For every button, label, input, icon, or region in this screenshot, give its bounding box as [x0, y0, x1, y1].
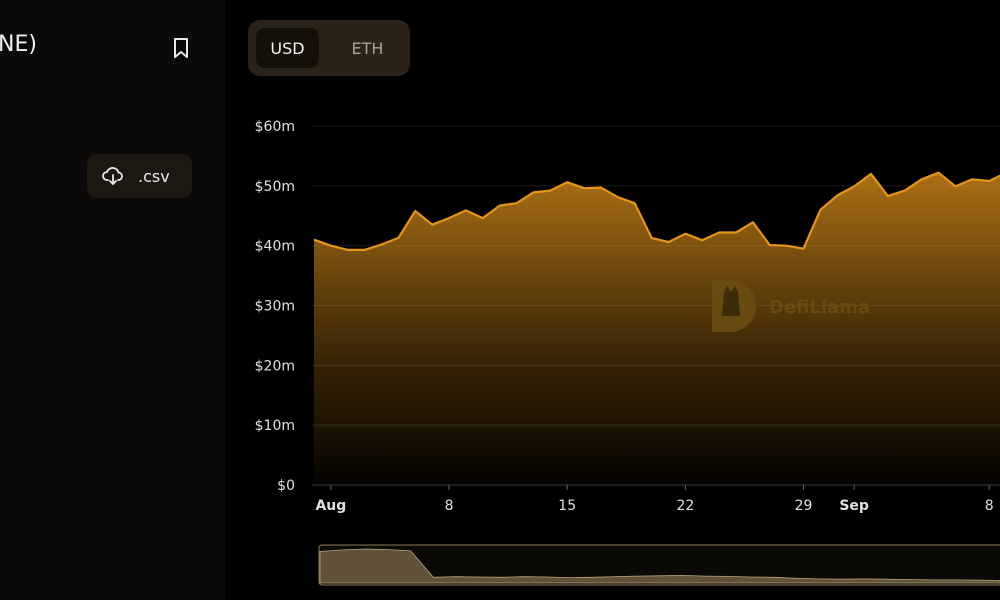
x-tick-label: 8 — [445, 498, 454, 514]
protocol-title: NE) — [0, 32, 37, 57]
x-tick-label: Aug — [315, 498, 346, 514]
left-panel: NE) .csv — [0, 0, 225, 600]
x-tick-label: 8 — [985, 498, 994, 514]
cloud-download-icon — [102, 165, 124, 187]
eth-option[interactable]: ETH — [351, 38, 384, 58]
y-tick-label: $10m — [255, 418, 295, 434]
watermark: DefiLlama — [712, 280, 870, 332]
y-tick-label: $50m — [255, 179, 295, 195]
usd-option[interactable]: USD — [256, 28, 319, 68]
y-tick-label: $60m — [255, 119, 295, 135]
csv-label: .csv — [138, 166, 170, 186]
x-tick-label: Sep — [839, 498, 869, 514]
download-csv-button[interactable]: .csv — [87, 154, 192, 198]
y-tick-label: $0 — [277, 478, 295, 494]
series-line — [313, 171, 1000, 251]
bookmark-icon[interactable] — [170, 36, 192, 60]
series-area — [314, 172, 1000, 485]
y-tick-label: $30m — [255, 299, 295, 315]
x-tick-label: 29 — [795, 498, 813, 514]
y-tick-label: $20m — [255, 358, 295, 374]
defillama-logo — [712, 280, 756, 332]
brush-area — [319, 548, 1000, 584]
x-axis: Aug 8 15 22 29 Sep 8 — [315, 485, 994, 514]
range-brush[interactable] — [318, 544, 1000, 586]
x-tick-label: 22 — [676, 498, 694, 514]
y-axis: $0 $10m $20m $30m $40m $50m $60m — [255, 119, 295, 494]
watermark-text: DefiLlama — [769, 297, 870, 318]
currency-toggle: USD ETH — [248, 20, 410, 76]
y-tick-label: $40m — [255, 239, 295, 255]
x-tick-label: 15 — [558, 498, 576, 514]
